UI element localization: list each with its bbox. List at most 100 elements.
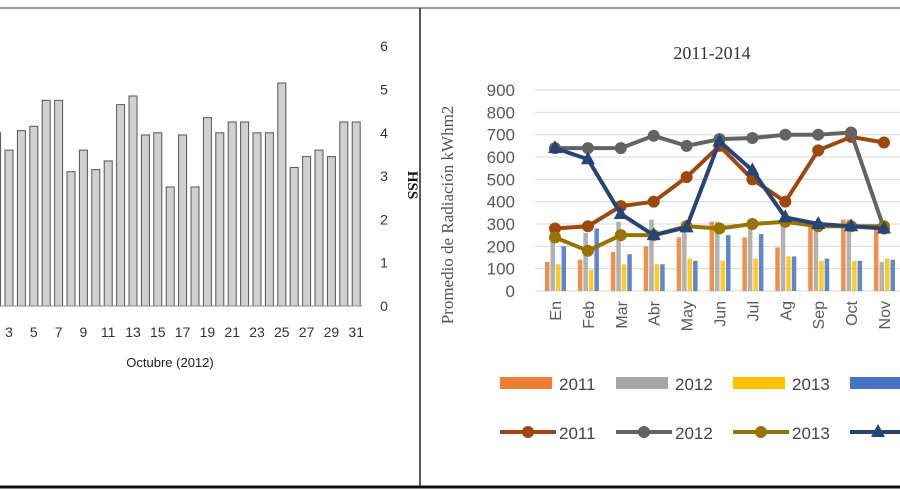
marker-2011 <box>647 195 660 208</box>
bar-2011 <box>643 246 649 291</box>
bar <box>227 121 237 307</box>
marker-2011 <box>812 144 825 157</box>
bar-2014 <box>890 259 895 291</box>
marker-2011 <box>581 220 594 233</box>
bar <box>178 134 188 307</box>
left-y-tick: 2 <box>380 211 388 227</box>
marker-2014 <box>811 216 826 230</box>
left-x-tick: 9 <box>80 324 88 340</box>
bar-2012 <box>649 219 654 291</box>
bar-2014 <box>561 246 566 291</box>
bar <box>202 117 212 307</box>
bar <box>0 132 2 307</box>
marker-2014 <box>679 219 694 233</box>
bar-2012 <box>550 224 555 291</box>
left-x-tick: 25 <box>274 324 290 340</box>
legend-line-label: 2011 <box>559 424 596 443</box>
bar-2014 <box>758 234 764 291</box>
legend-bar-label: 2011 <box>559 375 596 394</box>
bar <box>277 82 287 307</box>
bar-2014 <box>791 256 797 291</box>
left-x-tick: 15 <box>150 324 166 340</box>
bar <box>264 132 274 307</box>
left-y-tick: 0 <box>380 298 388 314</box>
left-x-tick: 3 <box>5 324 13 340</box>
bar-2012 <box>715 221 720 291</box>
left-y-axis-label: HSS <box>404 171 420 199</box>
marker-2014 <box>877 220 891 234</box>
right-y-tick: 100 <box>487 260 515 279</box>
month-label: En <box>548 301 565 321</box>
legend-marker <box>871 424 885 437</box>
marker-2014 <box>613 205 628 219</box>
right-y-tick: 900 <box>487 81 515 100</box>
legend-line-label: 2013 <box>792 424 830 443</box>
marker-2014 <box>712 133 727 147</box>
marker-2014 <box>778 209 793 223</box>
bar-2014 <box>726 235 731 291</box>
legend-marker <box>522 426 534 438</box>
legend-bar-label: 2013 <box>792 375 830 394</box>
right-y-tick: 0 <box>506 282 515 301</box>
bar-2013 <box>621 264 627 291</box>
bar-2012 <box>879 261 884 291</box>
left-x-tick: 29 <box>324 324 340 340</box>
left-x-tick: 31 <box>348 324 364 340</box>
marker-2012 <box>581 142 594 155</box>
radiation-combo-chart: 0 100 200 300 400 500 600 700 800 900 En Feb Mar Abr M… <box>487 81 900 331</box>
bar <box>252 132 262 307</box>
bar <box>116 104 126 307</box>
bar-2013 <box>786 256 791 291</box>
marker-2012 <box>812 128 825 141</box>
left-x-tick: 17 <box>175 324 191 340</box>
marker-2011 <box>549 222 561 235</box>
bar-2011 <box>676 237 682 291</box>
left-x-tick: 5 <box>30 324 38 340</box>
left-x-tick: 21 <box>224 324 240 340</box>
bar <box>103 160 113 307</box>
bar-2013 <box>654 264 660 291</box>
bar <box>302 156 312 307</box>
left-x-tick: 11 <box>101 324 116 340</box>
bar <box>128 95 138 307</box>
marker-2012 <box>845 126 858 139</box>
bar-2014 <box>857 260 863 291</box>
bar-2012 <box>780 224 786 291</box>
marker-2013 <box>746 218 759 231</box>
right-y-tick: 400 <box>487 193 515 212</box>
left-x-tick: 13 <box>125 324 141 340</box>
marker-2014 <box>548 140 562 154</box>
bar <box>165 186 175 307</box>
bar-2011 <box>709 221 714 291</box>
bar-2011 <box>545 261 550 291</box>
month-label: Abr <box>647 300 664 326</box>
legend-bar-swatch-2014 <box>850 377 900 389</box>
legend-bar-swatch-2011 <box>500 377 552 389</box>
bar-2011 <box>808 226 813 291</box>
right-chart-title: 2011-2014 <box>673 43 750 63</box>
bar <box>289 166 299 307</box>
bar <box>91 169 101 307</box>
marker-2014 <box>580 151 595 165</box>
bar-2011 <box>742 237 747 291</box>
right-y-tick: 800 <box>487 103 515 122</box>
left-y-tick: 6 <box>380 38 388 54</box>
bar <box>339 121 349 307</box>
legend-marker <box>638 426 650 438</box>
marker-2013 <box>549 231 561 244</box>
marker-2013 <box>713 222 726 235</box>
marker-2014 <box>844 218 859 232</box>
marker-2012 <box>779 128 792 141</box>
legend-line-label: 2012 <box>675 424 713 443</box>
bar-2012 <box>846 219 852 291</box>
right-y-tick: 500 <box>487 170 515 189</box>
left-y-tick: 5 <box>380 82 388 98</box>
bar-2014 <box>627 254 632 291</box>
bar <box>66 171 76 307</box>
bar-2011 <box>775 247 780 291</box>
legend-bar-swatch-2012 <box>616 377 668 389</box>
line-2014 <box>554 139 885 238</box>
legend-marker <box>755 426 767 438</box>
left-x-tick: 27 <box>299 324 315 340</box>
